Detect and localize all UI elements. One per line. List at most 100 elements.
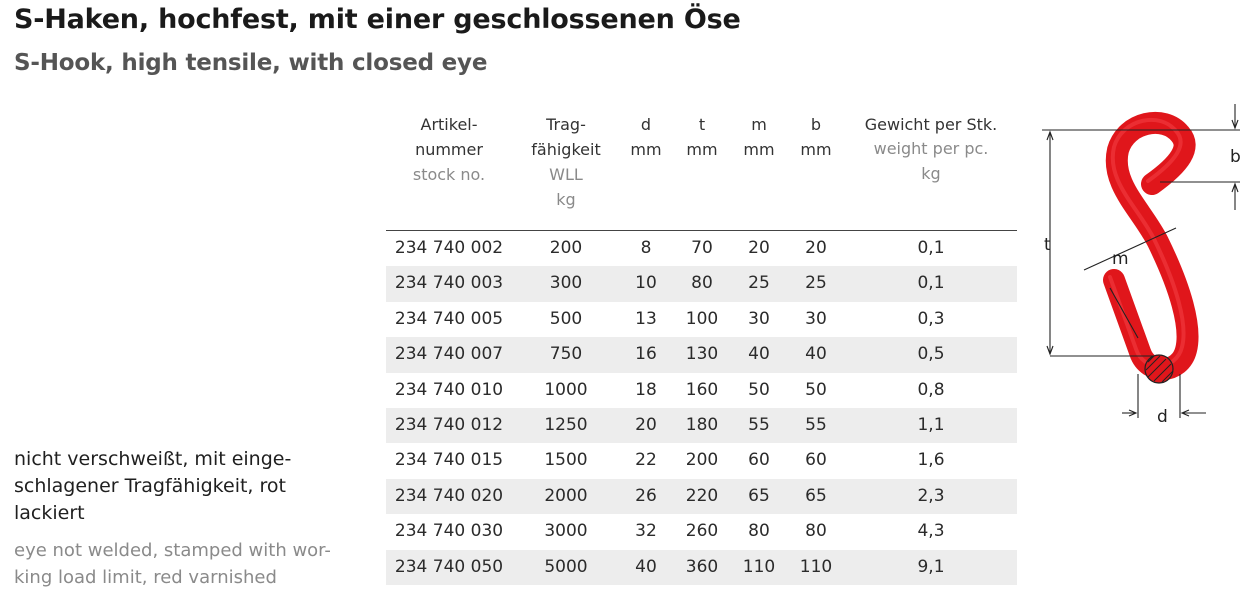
header-text: m: [751, 115, 767, 134]
header-text-english: kg: [556, 190, 576, 209]
table-header: Artikel-nummer stock no. Trag-fähigkeit WLL…: [386, 106, 1017, 231]
column-header-m: m mm: [679, 112, 839, 162]
cell-stock-number: 234 740 007: [394, 344, 504, 365]
cell-d: 16: [635, 344, 657, 365]
cell-weight: 0,8: [917, 379, 945, 400]
cell-weight: 4,3: [917, 521, 945, 542]
s-hook-dimension-drawing: b t m d: [1042, 104, 1241, 427]
note-line: nicht verschweißt, mit einge-: [14, 448, 292, 470]
table-body: 234 740 002 200 8 70 20 20 0,1 234 740 003 300 10…: [386, 231, 1017, 585]
header-text-english: weight per pc.: [873, 139, 989, 158]
cell-b: 40: [805, 344, 827, 365]
cell-d: 8: [640, 238, 652, 258]
cell-t: 160: [685, 379, 719, 400]
dimension-label-b: b: [1230, 147, 1241, 167]
table-row: 234 740 002 200 8 70 20 20 0,1: [386, 231, 1017, 266]
table-row: 234 740 007 750 16 130 40 40 0,5: [386, 337, 1017, 373]
wire-cross-section: [1144, 354, 1174, 384]
table-row: 234 740 030 3000 32 260 80 80 4,3: [386, 514, 1017, 549]
cell-b: 60: [805, 450, 827, 471]
product-note-english: eye not welded, stamped with wor- king l…: [14, 537, 364, 591]
cell-weight: 0,5: [917, 344, 945, 365]
cell-wll: 1500: [544, 450, 588, 471]
cell-weight: 9,1: [917, 556, 945, 577]
column-header-stock-number: Artikel-nummer stock no.: [369, 112, 529, 187]
cell-wll: 1000: [544, 379, 588, 400]
header-text: mm: [743, 140, 775, 159]
dimension-label-d: d: [1157, 407, 1168, 427]
cell-t: 130: [685, 344, 719, 365]
column-header-t: t mm: [622, 112, 782, 162]
cell-wll: 5000: [544, 556, 588, 577]
cell-d: 20: [635, 414, 657, 435]
page-title: S-Haken, hochfest, mit einer geschlossen…: [14, 4, 741, 35]
dimension-label-t: t: [1044, 235, 1051, 255]
note-line: king load limit, red varnished: [14, 567, 277, 588]
cell-b: 80: [805, 521, 827, 542]
header-text: mm: [800, 140, 832, 159]
header-text: Gewicht per Stk.: [864, 115, 998, 134]
header-text: b: [810, 115, 822, 134]
cell-m: 50: [748, 379, 770, 400]
header-text: fähigkeit: [531, 140, 601, 159]
cell-t: 180: [685, 414, 719, 435]
note-line: lackiert: [14, 502, 85, 524]
cell-wll: 3000: [544, 521, 588, 542]
note-line: schlagener Tragfähigkeit, rot: [14, 475, 286, 497]
cell-m: 20: [748, 238, 770, 258]
cell-m: 55: [748, 414, 770, 435]
cell-b: 20: [805, 238, 827, 258]
dimension-label-m: m: [1112, 249, 1129, 269]
header-text: t: [698, 115, 706, 134]
cell-weight: 2,3: [917, 485, 945, 506]
cell-weight: 0,3: [917, 308, 945, 329]
cell-weight: 0,1: [917, 273, 945, 294]
cell-b: 25: [805, 273, 827, 294]
cell-wll: 1250: [544, 414, 588, 435]
cell-wll: 200: [549, 238, 583, 258]
table-row: 234 740 020 2000 26 220 65 65 2,3: [386, 478, 1017, 515]
cell-stock-number: 234 740 015: [394, 450, 504, 471]
header-text: d: [640, 115, 652, 134]
note-line: eye not welded, stamped with wor-: [14, 540, 331, 561]
cell-m: 60: [748, 450, 770, 471]
header-text-english: stock no.: [412, 165, 486, 184]
cell-stock-number: 234 740 002: [394, 238, 504, 258]
header-text: Trag-: [546, 115, 586, 134]
page-subtitle: S-Hook, high tensile, with closed eye: [14, 50, 488, 76]
cell-stock-number: 234 740 050: [394, 556, 504, 577]
cell-b: 65: [805, 485, 827, 506]
cell-stock-number: 234 740 005: [394, 308, 504, 329]
cell-weight: 1,6: [917, 450, 945, 471]
column-header-weight: Gewicht per Stk. weight per pc. kg: [851, 112, 1011, 186]
cell-b: 55: [805, 414, 827, 435]
cell-weight: 1,1: [917, 414, 945, 435]
header-text: Artikel-: [420, 115, 478, 134]
cell-b: 50: [805, 379, 827, 400]
product-note-german: nicht verschweißt, mit einge- schlagener…: [14, 446, 364, 527]
cell-stock-number: 234 740 030: [394, 521, 504, 542]
cell-d: 40: [635, 556, 657, 577]
cell-m: 80: [748, 521, 770, 542]
cell-wll: 2000: [544, 485, 588, 506]
cell-m: 30: [748, 308, 770, 329]
cell-wll: 300: [549, 273, 583, 294]
header-text: nummer: [415, 140, 483, 159]
cell-t: 220: [685, 485, 719, 506]
header-text: mm: [686, 140, 718, 159]
cell-d: 18: [635, 379, 657, 400]
s-hook-shape: [1103, 111, 1199, 380]
cell-stock-number: 234 740 010: [394, 379, 504, 400]
table-row: 234 740 005 500 13 100 30 30 0,3: [386, 302, 1017, 337]
header-text-english: WLL: [549, 165, 583, 184]
cell-d: 13: [635, 308, 657, 329]
specification-table: Artikel-nummer stock no. Trag-fähigkeit WLL…: [386, 106, 1017, 585]
cell-stock-number: 234 740 003: [394, 273, 504, 294]
cell-t: 100: [685, 308, 719, 329]
cell-t: 70: [691, 238, 713, 258]
cell-stock-number: 234 740 020: [394, 485, 504, 506]
cell-t: 260: [685, 521, 719, 542]
table-row: 234 740 003 300 10 80 25 25 0,1: [386, 266, 1017, 302]
cell-d: 22: [635, 450, 657, 471]
cell-d: 10: [635, 273, 657, 294]
